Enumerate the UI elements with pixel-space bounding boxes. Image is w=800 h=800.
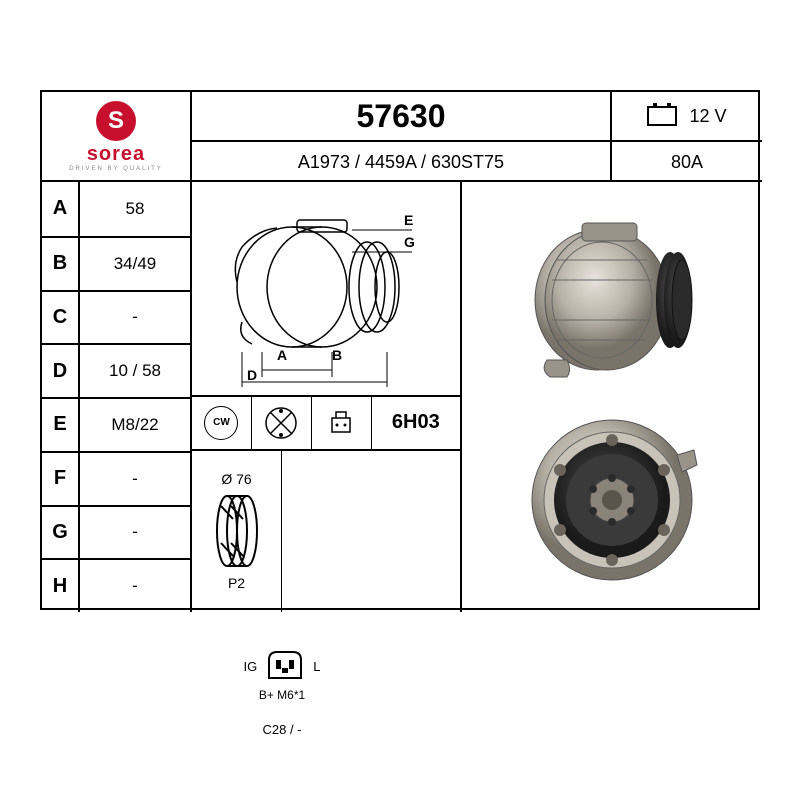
diagram-label-g: G bbox=[404, 234, 415, 250]
dimension-diagram: E G A B D bbox=[192, 182, 460, 397]
spec-key: C bbox=[42, 292, 80, 344]
regulator-icon bbox=[324, 406, 358, 440]
pulley-icon bbox=[207, 491, 267, 571]
spec-value: - bbox=[80, 453, 190, 505]
spec-value: M8/22 bbox=[80, 399, 190, 451]
spec-key: H bbox=[42, 560, 80, 612]
pulley-diameter: Ø 76 bbox=[221, 471, 251, 487]
pulley-cell: Ø 76 P2 bbox=[192, 451, 282, 612]
brand-tagline: DRIVEN BY QUALITY bbox=[69, 166, 163, 172]
diagram-label-a: A bbox=[277, 347, 287, 363]
connector-cell: IG L B+ M6*1 C28 / - bbox=[192, 612, 372, 773]
alternator-outline-icon bbox=[202, 192, 452, 387]
diagram-label-d: D bbox=[247, 367, 257, 383]
alternator-side-photo bbox=[522, 205, 702, 385]
rotation-icon: CW bbox=[204, 406, 238, 440]
spec-row-c: C- bbox=[42, 290, 190, 344]
spec-row-d: D10 / 58 bbox=[42, 343, 190, 397]
cross-references: A1973 / 4459A / 630ST75 bbox=[192, 142, 610, 182]
spec-key: E bbox=[42, 399, 80, 451]
code-cell: 6H03 bbox=[372, 397, 460, 449]
spec-row-g: G- bbox=[42, 505, 190, 559]
mount-symbol bbox=[252, 397, 312, 449]
voltage-row: 12 V bbox=[612, 92, 762, 142]
brand-logo-icon: S bbox=[96, 101, 136, 141]
diagram-label-b: B bbox=[332, 347, 342, 363]
spec-row-f: F- bbox=[42, 451, 190, 505]
regulator-symbol bbox=[312, 397, 372, 449]
spec-value: 10 / 58 bbox=[80, 345, 190, 397]
rating-cell: 12 V 80A bbox=[612, 92, 762, 182]
part-number: 57630 bbox=[192, 92, 610, 142]
datasheet-frame: S sorea DRIVEN BY QUALITY 57630 A1973 / … bbox=[40, 90, 760, 610]
diagram-label-e: E bbox=[404, 212, 413, 228]
connector-icon bbox=[263, 648, 307, 684]
spec-value: 58 bbox=[80, 182, 190, 236]
rotation-symbol: CW bbox=[192, 397, 252, 449]
rotation-label: CW bbox=[213, 417, 230, 428]
connector-code: C28 / - bbox=[262, 722, 301, 737]
spec-key: B bbox=[42, 238, 80, 290]
spec-row-a: A58 bbox=[42, 182, 190, 236]
brand-name: sorea bbox=[87, 143, 145, 166]
brand-logo-glyph: S bbox=[108, 107, 124, 135]
specs-column: A58B34/49C-D10 / 58EM8/22F-G-H- bbox=[42, 182, 192, 612]
product-photo-column bbox=[462, 182, 762, 612]
spec-key: F bbox=[42, 453, 80, 505]
symbol-code: 6H03 bbox=[392, 411, 440, 434]
spec-value: - bbox=[80, 292, 190, 344]
amperage-value: 80A bbox=[612, 142, 762, 182]
terminal-ig: IG bbox=[244, 659, 258, 674]
spec-row-e: EM8/22 bbox=[42, 397, 190, 451]
brand-logo-cell: S sorea DRIVEN BY QUALITY bbox=[42, 92, 192, 182]
spec-row-b: B34/49 bbox=[42, 236, 190, 290]
symbols-row: CW 6H0 bbox=[192, 397, 460, 451]
spec-value: 34/49 bbox=[80, 238, 190, 290]
spec-row-h: H- bbox=[42, 558, 190, 612]
title-cell: 57630 A1973 / 4459A / 630ST75 bbox=[192, 92, 612, 182]
middle-column: E G A B D CW bbox=[192, 182, 462, 612]
pulley-type: P2 bbox=[228, 575, 245, 591]
alternator-front-photo bbox=[522, 410, 702, 590]
terminal-l: L bbox=[313, 659, 320, 674]
battery-icon bbox=[647, 106, 677, 126]
cross-circle-icon bbox=[264, 406, 298, 440]
spec-value: - bbox=[80, 507, 190, 559]
spec-value: - bbox=[80, 560, 190, 612]
spec-key: D bbox=[42, 345, 80, 397]
spec-key: A bbox=[42, 182, 80, 236]
stud-label: B+ M6*1 bbox=[259, 688, 305, 702]
voltage-value: 12 V bbox=[689, 106, 726, 127]
spec-key: G bbox=[42, 507, 80, 559]
